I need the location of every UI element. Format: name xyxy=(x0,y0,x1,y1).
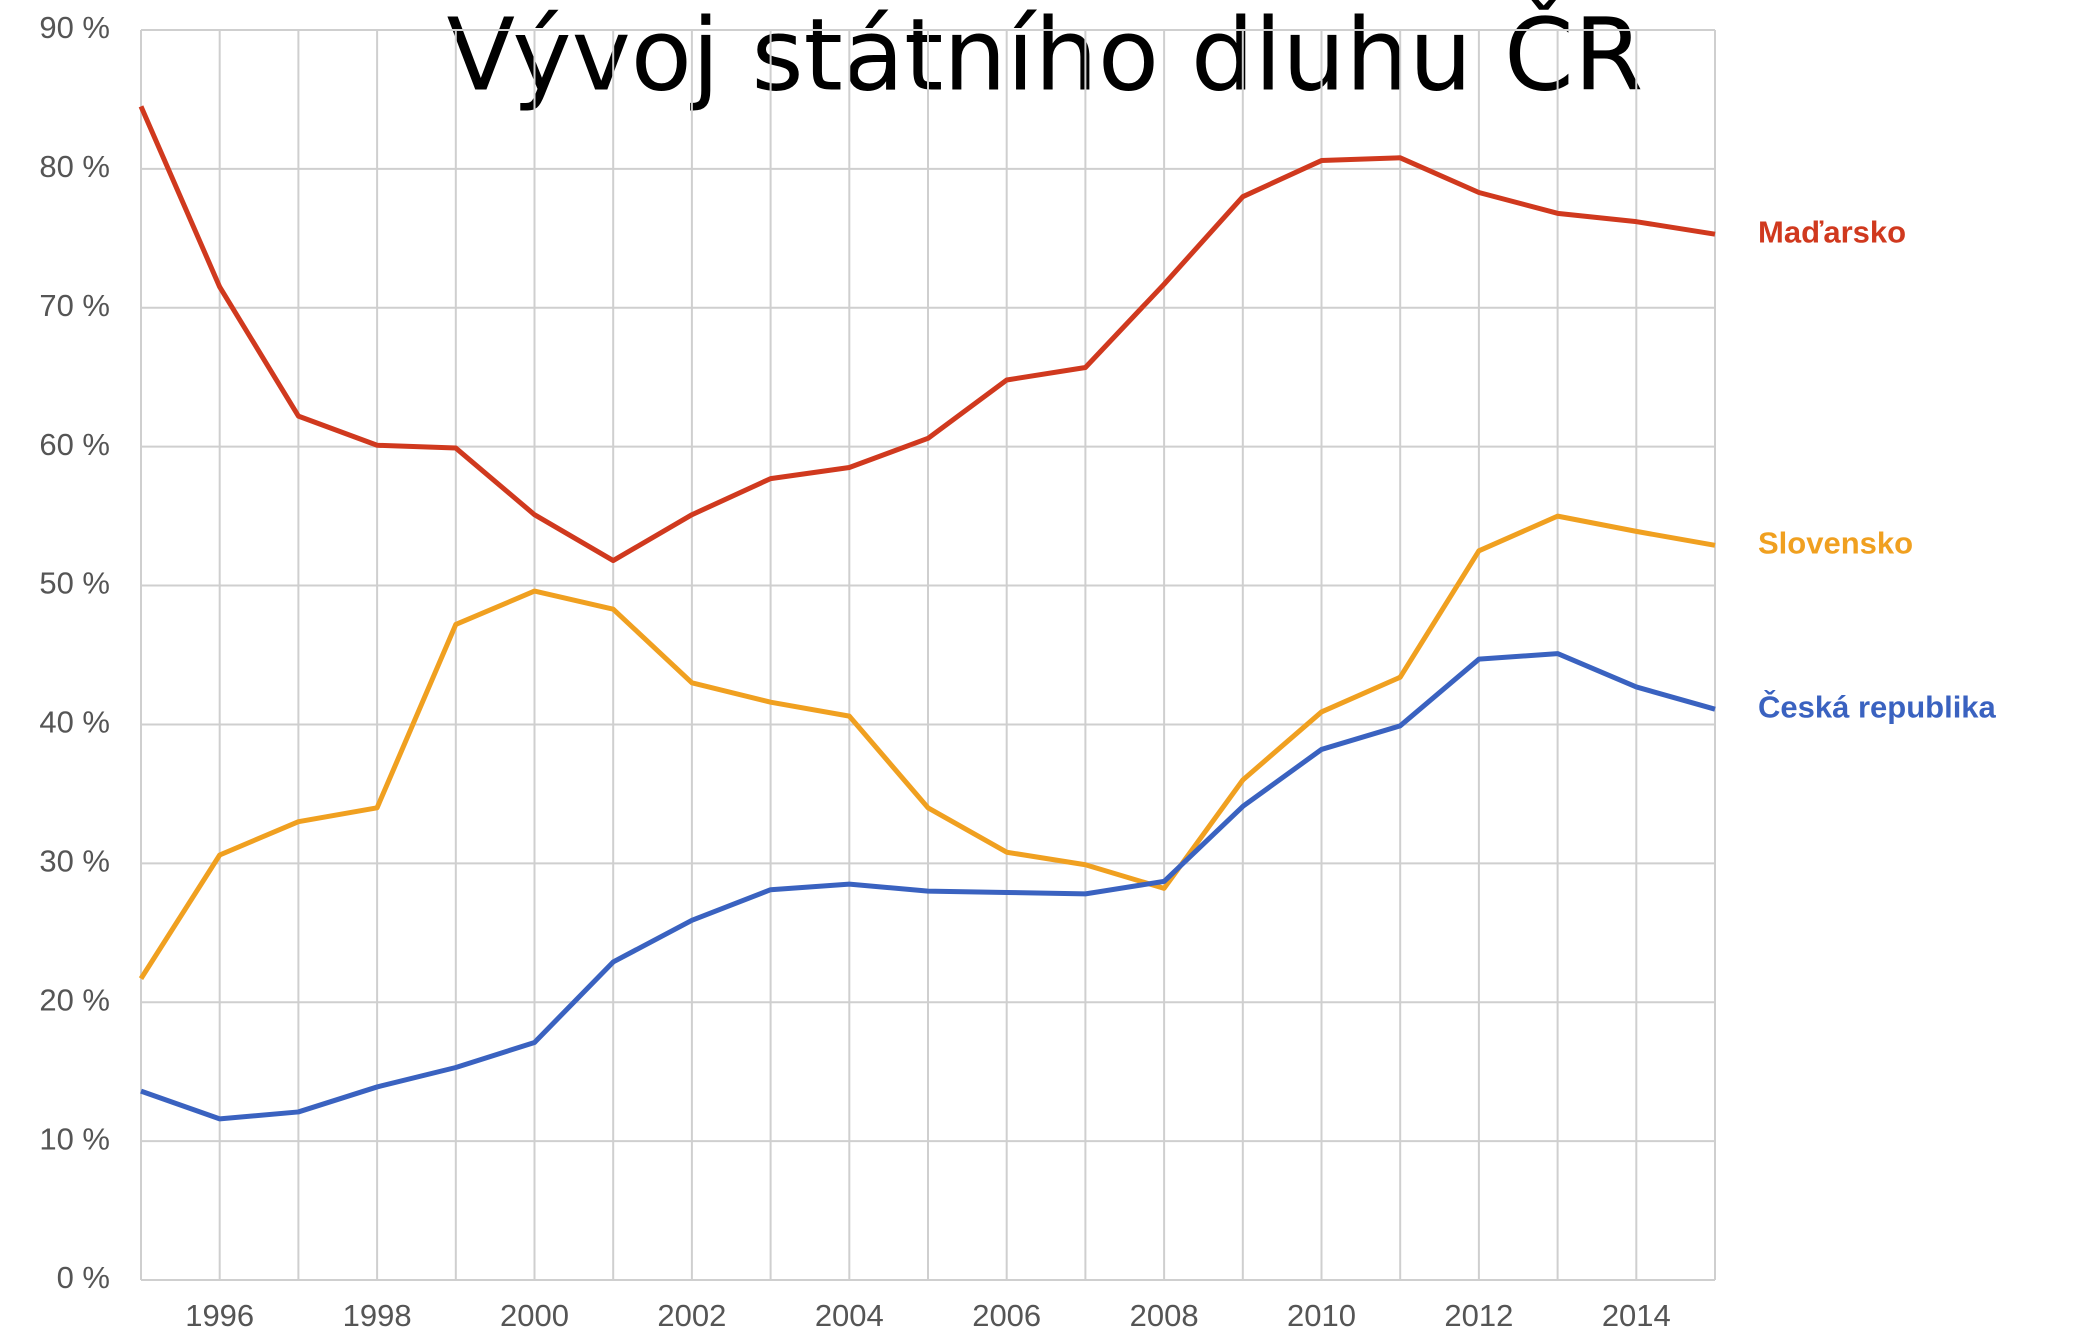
y-tick-label: 10 % xyxy=(39,1121,110,1156)
legend-label: Slovensko xyxy=(1758,525,1913,560)
x-tick-label: 2012 xyxy=(1444,1298,1513,1333)
y-tick-label: 40 % xyxy=(39,705,110,740)
y-tick-label: 90 % xyxy=(39,10,110,45)
x-tick-label: 2004 xyxy=(815,1298,884,1333)
series-line xyxy=(138,105,1716,564)
x-tick-label: 2006 xyxy=(972,1298,1041,1333)
y-tick-label: 50 % xyxy=(39,566,110,601)
chart-title: Vývoj státního dluhu ČR xyxy=(447,0,1644,113)
x-tick-label: 1998 xyxy=(343,1298,412,1333)
y-tick-label: 30 % xyxy=(39,844,110,879)
y-tick-label: 0 % xyxy=(57,1260,110,1295)
series-line xyxy=(138,513,1716,980)
y-tick-label: 60 % xyxy=(39,427,110,462)
x-tick-label: 2002 xyxy=(657,1298,726,1333)
x-tick-label: 2000 xyxy=(500,1298,569,1333)
x-tick-label: 2010 xyxy=(1287,1298,1356,1333)
legend-label: Česká republika xyxy=(1758,688,1997,724)
y-tick-label: 20 % xyxy=(39,982,110,1017)
x-tick-label: 2008 xyxy=(1130,1298,1199,1333)
series-line xyxy=(140,651,1716,1122)
y-tick-label: 70 % xyxy=(39,288,110,323)
y-tick-label: 80 % xyxy=(39,149,110,184)
legend-label: Maďarsko xyxy=(1758,214,1906,249)
x-tick-label: 2014 xyxy=(1602,1298,1671,1333)
x-tick-label: 1996 xyxy=(185,1298,254,1333)
